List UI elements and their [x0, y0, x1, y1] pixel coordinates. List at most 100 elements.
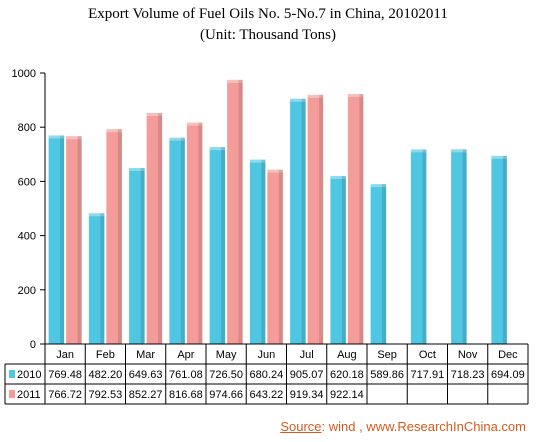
x-tick-label: Jun [258, 349, 276, 361]
x-tick-label: Aug [337, 349, 357, 361]
legend-label: 2010 [17, 369, 41, 381]
data-label: 922.14 [330, 389, 364, 401]
x-tick-label: Sep [377, 349, 397, 361]
legend-swatch-2010 [9, 370, 15, 378]
bar-2011-May [227, 79, 243, 345]
data-label: 919.34 [290, 389, 324, 401]
data-label: 726.50 [209, 369, 243, 381]
bar-shade [319, 94, 324, 344]
bar-highlight [290, 98, 306, 102]
bar-2010-Sep [370, 184, 387, 344]
bar-shade [158, 113, 163, 345]
data-label: 680.24 [250, 369, 284, 381]
bar-shade [221, 147, 226, 344]
x-tick-label: Feb [96, 349, 115, 361]
data-label: 482.20 [89, 369, 123, 381]
bar-highlight [66, 136, 82, 140]
data-label: 816.68 [169, 389, 203, 401]
legend-swatch-2011 [9, 390, 15, 398]
bar-shade [382, 184, 387, 344]
source-label: Source [280, 419, 322, 434]
data-label: 589.86 [370, 369, 404, 381]
bar-2010-Mar [129, 167, 145, 344]
bar-2010-Oct [410, 149, 427, 344]
y-tick-label: 400 [18, 231, 36, 243]
bar-shade [462, 149, 467, 344]
bar-shade [422, 149, 427, 344]
data-label: 717.91 [411, 369, 445, 381]
bar-highlight [129, 167, 145, 171]
x-tick-label: Apr [177, 349, 194, 361]
legend-label: 2011 [17, 389, 41, 401]
bar-highlight [209, 147, 226, 151]
bar-shade [140, 167, 145, 344]
bar-highlight [88, 213, 105, 217]
bar-shade [238, 79, 243, 345]
bar-shade [278, 169, 283, 344]
data-label: 694.09 [491, 369, 525, 381]
bar-2010-Jan [48, 135, 65, 344]
bar-highlight [491, 155, 507, 159]
bar-highlight [330, 175, 346, 179]
y-tick-label: 1000 [12, 68, 36, 80]
bar-highlight [48, 135, 65, 139]
data-label: 620.18 [330, 369, 364, 381]
bar-2010-Jun [249, 159, 266, 344]
bar-highlight [410, 149, 427, 153]
source-note: Source: wind , www.ResearchInChina.com [280, 419, 526, 434]
data-label: 649.63 [129, 369, 163, 381]
bar-highlight [146, 113, 163, 117]
data-label: 769.48 [48, 369, 82, 381]
x-tick-label: Dec [498, 349, 518, 361]
bar-shade [100, 213, 105, 344]
chart-subtitle: (Unit: Thousand Tons) [200, 27, 336, 43]
bar-shade [198, 122, 203, 344]
bar-highlight [451, 149, 467, 153]
data-label: 905.07 [290, 369, 324, 381]
bar-2011-Jun [267, 169, 283, 344]
data-label: 766.72 [48, 389, 82, 401]
data-label: 974.66 [209, 389, 243, 401]
bar-shade [341, 175, 346, 344]
y-tick-label: 0 [30, 339, 36, 351]
x-tick-label: Jan [56, 349, 74, 361]
x-tick-label: Oct [419, 349, 436, 361]
bar-2011-Jul [307, 94, 324, 344]
bar-2010-Apr [169, 137, 185, 344]
bar-2011-Jan [66, 136, 82, 344]
bar-shade [180, 137, 185, 344]
bar-highlight [370, 184, 387, 188]
data-label: 643.22 [250, 389, 284, 401]
bar-shade [502, 155, 507, 344]
bar-shade [359, 94, 364, 344]
y-tick-label: 800 [18, 122, 36, 134]
chart-title: Export Volume of Fuel Oils No. 5-No.7 in… [88, 6, 448, 22]
data-label: 792.53 [89, 389, 123, 401]
x-tick-label: May [216, 349, 237, 361]
bar-2010-Feb [88, 213, 105, 344]
bar-highlight [227, 79, 243, 83]
bar-shade [60, 135, 65, 344]
data-label: 761.08 [169, 369, 203, 381]
data-label: 718.23 [451, 369, 485, 381]
bar-2010-Dec [491, 155, 507, 344]
bar-highlight [347, 94, 364, 98]
bar-shade [301, 98, 306, 344]
bar-2011-Apr [186, 122, 203, 344]
x-tick-label: Jul [300, 349, 314, 361]
bar-highlight [267, 169, 283, 173]
source-text: : wind , www.ResearchInChina.com [321, 419, 526, 434]
bar-highlight [249, 159, 266, 163]
bar-2010-Nov [451, 149, 467, 344]
y-tick-label: 200 [18, 285, 36, 297]
bar-highlight [106, 129, 122, 133]
bar-2010-May [209, 147, 226, 344]
x-tick-label: Mar [136, 349, 155, 361]
bar-highlight [169, 137, 185, 141]
y-tick-label: 600 [18, 176, 36, 188]
data-label: 852.27 [129, 389, 163, 401]
bar-shade [261, 159, 266, 344]
bar-shade [117, 129, 122, 344]
bar-highlight [307, 94, 324, 98]
